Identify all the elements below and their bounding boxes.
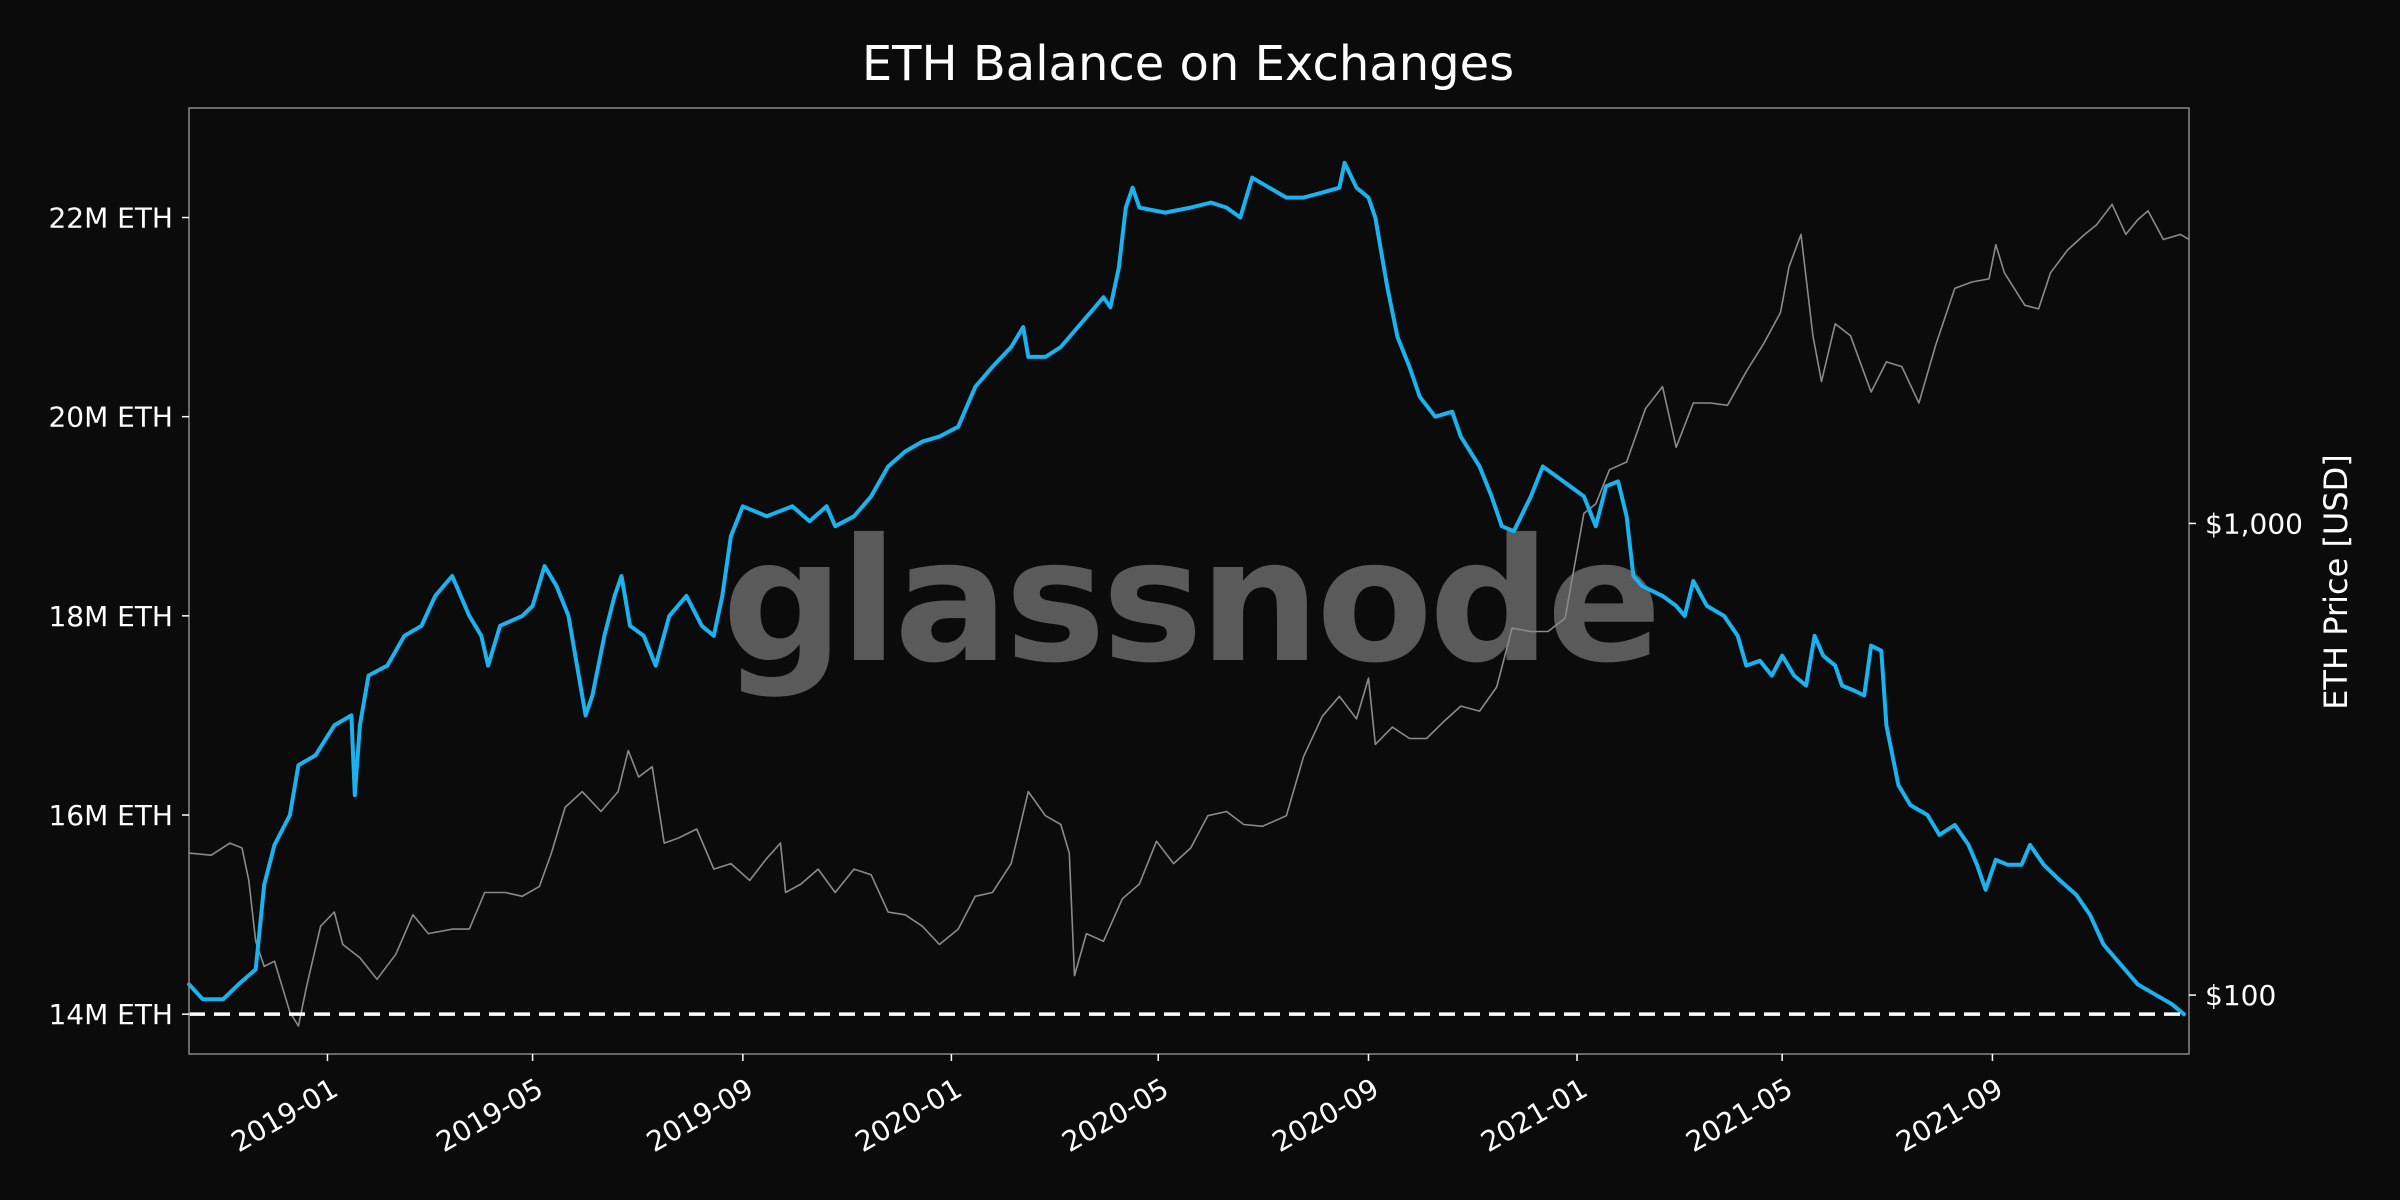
right-tick-label: $1,000: [2205, 507, 2303, 540]
left-axis-ticks: 14M ETH 16M ETH 18M ETH 20M ETH 22M ETH: [48, 202, 189, 1031]
left-tick-label: 18M ETH: [48, 600, 173, 633]
left-tick-label: 20M ETH: [48, 401, 173, 434]
series-layer: [187, 160, 2190, 1027]
eth-balance-line: [187, 160, 2186, 1017]
plot-frame: [188, 107, 2190, 1055]
left-tick-label: 14M ETH: [48, 998, 173, 1031]
right-axis-ticks: $100 $1,000: [2189, 507, 2303, 1012]
glassnode-watermark: glassnode: [722, 503, 1658, 701]
eth-price-line: [188, 203, 2190, 1027]
chart-title: ETH Balance on Exchanges: [862, 36, 1514, 92]
left-tick-label: 22M ETH: [48, 202, 173, 235]
right-tick-label: $100: [2205, 979, 2276, 1012]
left-tick-label: 16M ETH: [48, 799, 173, 832]
right-axis-label: ETH Price [USD]: [2317, 454, 2355, 710]
